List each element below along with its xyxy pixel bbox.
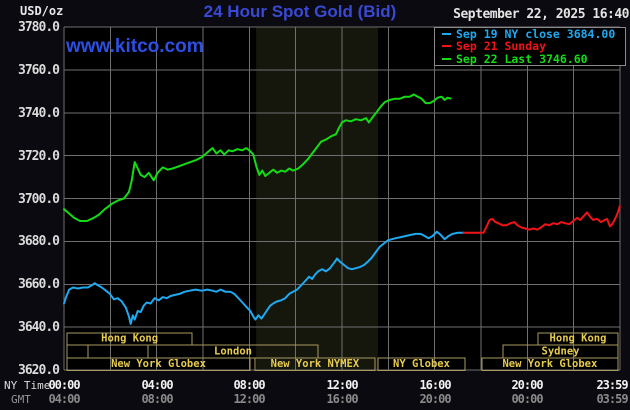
svg-text:New York Globex: New York Globex [502, 358, 598, 370]
y-tick-label: 3640.0 [18, 320, 60, 335]
x-tick-gmt: 03:59 [596, 392, 628, 406]
x-tick-ny: 23:59 [596, 378, 628, 392]
y-tick-label: 3680.0 [18, 234, 60, 249]
y-tick-label: 3760.0 [18, 63, 60, 78]
legend-series-label: Sep 21 Sunday [456, 39, 547, 54]
svg-text:NY Globex: NY Globex [393, 358, 451, 370]
x-tick-ny: 12:00 [326, 378, 358, 392]
legend-series-label: Sep 22 Last 3746.60 [456, 51, 588, 66]
x-tick-ny: 08:00 [233, 378, 265, 392]
y-tick-label: 3740.0 [18, 106, 60, 121]
x-tick-gmt: 16:00 [326, 392, 358, 406]
datetime-label: September 22, 2025 16:40 [453, 7, 629, 22]
legend-series-label: Sep 19 NY close 3684.00 [456, 27, 616, 42]
kitco-watermark-link[interactable]: www.kitco.com [66, 36, 204, 57]
x-tick-gmt: 00:00 [511, 392, 543, 406]
legend-box: Sep 19 NY close 3684.00 Sep 21 Sunday Sep … [434, 27, 626, 66]
legend-series-dash-icon [442, 57, 451, 60]
y-tick-label: 3780.0 [18, 20, 60, 35]
y-tick-label: 3720.0 [18, 149, 60, 164]
svg-text:Hong Kong: Hong Kong [101, 333, 158, 345]
page-title: 24 Hour Spot Gold (Bid) [203, 2, 397, 21]
legend-item: Sep 22 Last 3746.60 [435, 51, 625, 66]
x-tick-ny: 20:00 [511, 378, 543, 392]
x-tick-ny: 16:00 [419, 378, 451, 392]
legend-item: Sep 21 Sunday [435, 39, 625, 54]
svg-text:Hong Kong: Hong Kong [550, 333, 607, 345]
x-tick-gmt: 04:00 [48, 392, 80, 406]
svg-text:New York NYMEX: New York NYMEX [271, 358, 360, 370]
y-tick-label: 3660.0 [18, 277, 60, 292]
x-tick-gmt: 12:00 [233, 392, 265, 406]
ny-time-axis-caption: NY Time [4, 379, 51, 392]
legend-series-dash-icon [442, 45, 451, 48]
y-tick-label: 3700.0 [18, 192, 60, 207]
legend-series-dash-icon [442, 33, 451, 36]
x-tick-gmt: 08:00 [141, 392, 173, 406]
x-tick-ny: 00:00 [48, 378, 80, 392]
svg-text:London: London [214, 346, 252, 358]
x-tick-ny: 04:00 [141, 378, 173, 392]
svg-text:Sydney: Sydney [542, 346, 581, 358]
x-tick-gmt: 20:00 [419, 392, 451, 406]
y-tick-label: 3620.0 [18, 363, 60, 378]
legend-item: Sep 19 NY close 3684.00 [435, 27, 625, 42]
gmt-axis-caption: GMT [11, 393, 31, 406]
y-axis-unit-label: USD/oz [20, 4, 64, 18]
svg-text:New York Globex: New York Globex [111, 358, 207, 370]
